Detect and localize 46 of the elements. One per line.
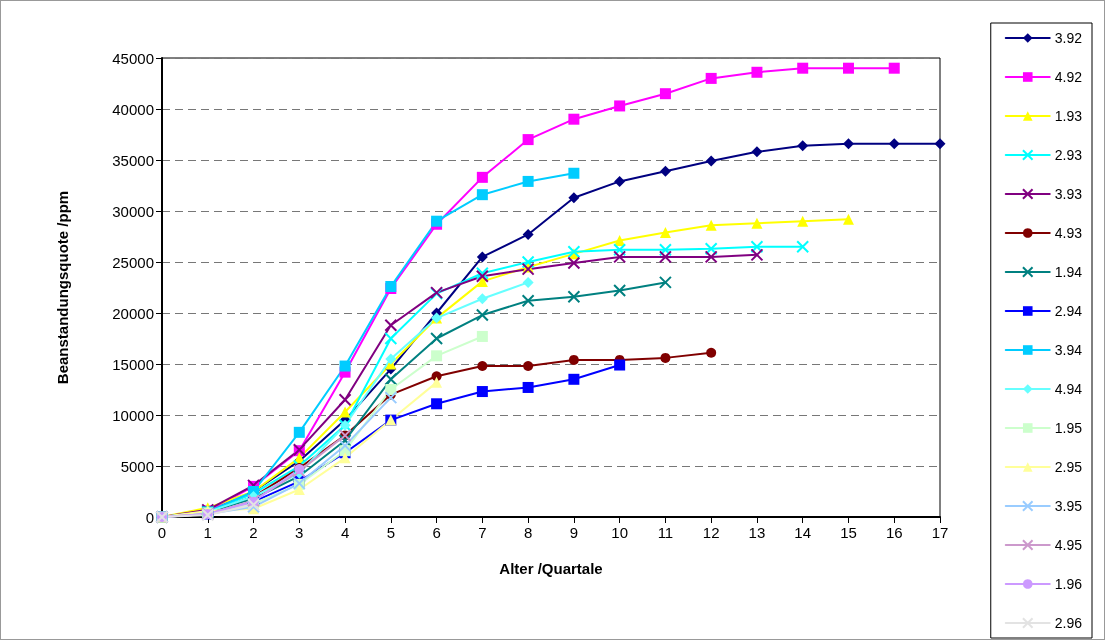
x-tick-label: 13 [748, 524, 766, 541]
legend-label: 4.95 [1054, 537, 1083, 553]
x-tick-label: 8 [523, 524, 533, 541]
x-tick-label: 6 [432, 524, 441, 541]
x-tick-label: 7 [478, 524, 487, 541]
x-tick-label: 2 [249, 524, 258, 541]
legend-label: 3.93 [1054, 186, 1083, 202]
y-tick-label: 40000 [112, 100, 154, 118]
y-axis-title: Beanstandungsquote /ppm [54, 190, 71, 385]
y-tick-label: 10000 [112, 406, 154, 424]
legend-label: 1.93 [1054, 108, 1083, 124]
x-tick-label: 15 [840, 524, 857, 541]
legend-label: 4.92 [1054, 69, 1083, 85]
legend-label: 3.94 [1054, 342, 1083, 358]
y-tick-label: 5000 [120, 457, 154, 475]
x-tick-label: 16 [885, 524, 903, 541]
legend-label: 1.94 [1054, 264, 1083, 280]
legend-label: 2.95 [1054, 459, 1083, 475]
x-tick-label: 10 [611, 524, 628, 541]
legend-label: 3.95 [1054, 498, 1083, 514]
legend-label: 2.93 [1054, 147, 1083, 163]
y-tick-label: 20000 [112, 304, 154, 322]
y-tick-label: 25000 [112, 253, 154, 271]
legend-label: 1.95 [1054, 420, 1083, 436]
y-tick-label: 45000 [112, 49, 154, 67]
legend-label: 4.93 [1054, 225, 1083, 241]
legend-label: 3.92 [1054, 30, 1083, 46]
legend-label: 1.96 [1054, 576, 1083, 592]
legend-label: 2.94 [1054, 303, 1083, 319]
x-tick-label: 5 [386, 524, 395, 541]
legend-label: 4.94 [1054, 381, 1083, 397]
y-tick-label: 30000 [112, 202, 154, 220]
x-tick-label: 14 [794, 524, 812, 541]
y-tick-label: 15000 [112, 355, 154, 373]
y-tick-label: 35000 [112, 151, 154, 169]
x-tick-label: 0 [157, 524, 167, 541]
x-tick-label: 11 [657, 524, 674, 541]
x-tick-label: 1 [203, 524, 212, 541]
y-tick-label: 0 [145, 508, 154, 526]
x-tick-label: 4 [340, 524, 350, 541]
legend-label: 2.96 [1054, 615, 1083, 631]
x-axis-title: Alter /Quartale [499, 560, 603, 577]
x-tick-label: 12 [702, 524, 720, 541]
x-tick-label: 3 [295, 524, 304, 541]
x-tick-label: 17 [931, 524, 949, 541]
x-tick-label: 9 [569, 524, 579, 541]
